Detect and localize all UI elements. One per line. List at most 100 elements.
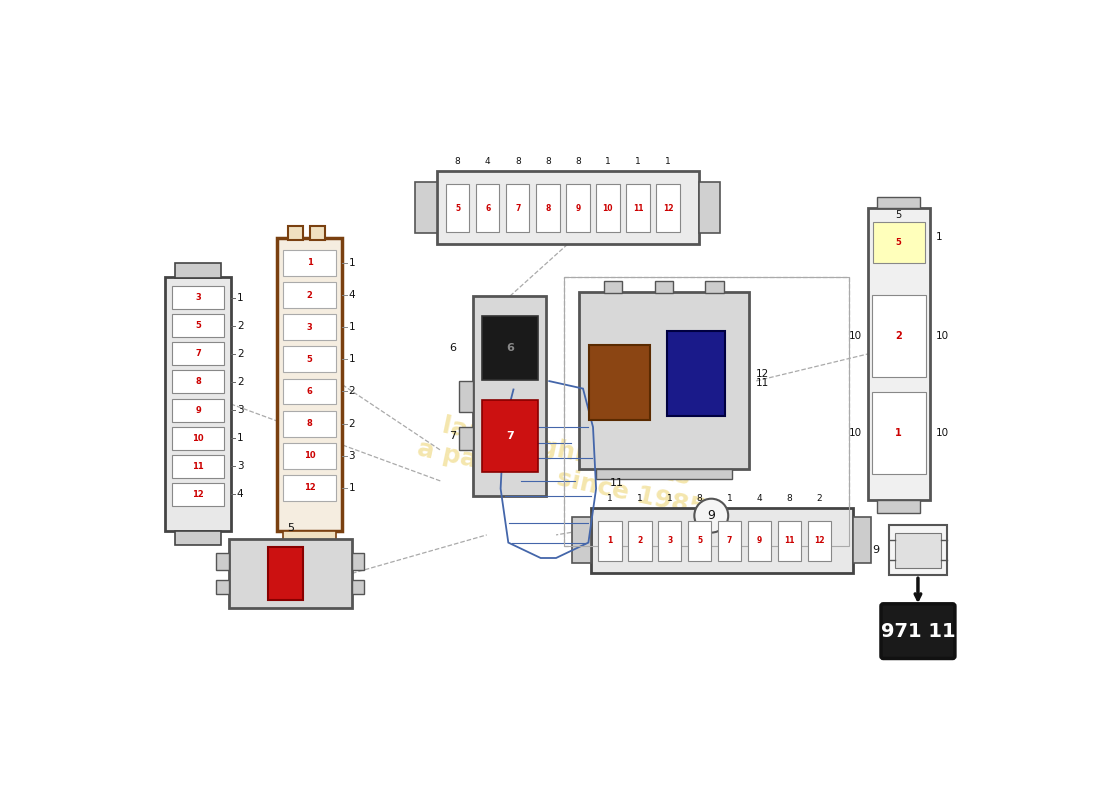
Text: 1: 1 xyxy=(635,158,641,166)
Text: 1: 1 xyxy=(307,258,312,267)
Bar xyxy=(437,171,698,244)
Text: 971 11: 971 11 xyxy=(881,622,955,641)
Bar xyxy=(310,226,326,240)
Text: 5: 5 xyxy=(287,523,294,533)
Bar xyxy=(173,342,223,366)
Bar xyxy=(284,314,336,340)
Bar xyxy=(748,521,771,562)
Text: 4: 4 xyxy=(485,158,491,166)
Text: 1: 1 xyxy=(895,428,902,438)
Bar xyxy=(598,521,622,562)
Text: 3: 3 xyxy=(349,451,355,461)
Bar xyxy=(173,398,223,422)
Bar xyxy=(284,282,336,308)
Text: 7: 7 xyxy=(449,431,456,442)
Text: 10: 10 xyxy=(848,428,861,438)
Text: 12: 12 xyxy=(304,483,316,493)
Bar xyxy=(460,381,473,412)
Text: 1: 1 xyxy=(607,537,613,546)
Text: 6: 6 xyxy=(307,387,312,396)
Bar xyxy=(604,281,623,293)
Text: 5: 5 xyxy=(195,322,201,330)
Text: 8: 8 xyxy=(544,158,551,166)
Text: 6: 6 xyxy=(485,203,491,213)
Text: 3: 3 xyxy=(236,461,243,471)
Bar xyxy=(277,238,342,531)
Bar xyxy=(596,470,732,478)
Bar xyxy=(718,521,741,562)
Text: 11: 11 xyxy=(609,478,624,488)
Text: 12: 12 xyxy=(814,537,824,546)
Text: 5: 5 xyxy=(895,210,902,219)
Text: 10: 10 xyxy=(192,434,204,442)
Text: 5: 5 xyxy=(455,203,460,213)
Bar xyxy=(852,518,871,563)
Circle shape xyxy=(694,498,728,533)
Bar xyxy=(654,281,673,293)
Bar xyxy=(536,184,560,232)
Bar xyxy=(217,553,229,570)
Text: 12: 12 xyxy=(663,203,673,213)
Text: 2: 2 xyxy=(236,321,243,330)
Text: 8: 8 xyxy=(195,378,201,386)
Bar xyxy=(284,475,336,501)
Text: 3: 3 xyxy=(307,322,312,332)
Bar xyxy=(871,295,926,378)
Bar xyxy=(217,580,229,594)
Text: 11: 11 xyxy=(784,537,794,546)
Bar xyxy=(173,370,223,394)
Text: 6: 6 xyxy=(506,343,514,354)
Text: 10: 10 xyxy=(848,331,861,342)
Text: 4: 4 xyxy=(236,490,243,499)
Bar xyxy=(284,378,336,404)
Bar xyxy=(229,538,352,608)
Text: 10: 10 xyxy=(936,428,949,438)
Bar xyxy=(173,454,223,478)
Bar xyxy=(175,263,221,278)
Text: 1: 1 xyxy=(605,158,610,166)
Bar xyxy=(877,197,921,209)
Bar xyxy=(895,533,942,568)
Bar xyxy=(698,182,720,234)
Bar xyxy=(284,443,336,469)
Text: 8: 8 xyxy=(696,494,703,503)
Text: 1: 1 xyxy=(349,258,355,268)
Bar xyxy=(473,296,547,496)
Bar xyxy=(173,426,223,450)
Text: 8: 8 xyxy=(454,158,461,166)
Text: lamborghini parts
a passion since 1985: lamborghini parts a passion since 1985 xyxy=(415,410,713,522)
Bar xyxy=(668,331,725,416)
Text: 3: 3 xyxy=(668,537,672,546)
Text: 8: 8 xyxy=(575,158,581,166)
Text: 2: 2 xyxy=(895,331,902,342)
Bar xyxy=(572,518,591,563)
Text: 9: 9 xyxy=(757,537,762,546)
Text: 12: 12 xyxy=(757,369,770,379)
Bar xyxy=(352,580,364,594)
Text: 1: 1 xyxy=(667,494,673,503)
Text: 1: 1 xyxy=(236,433,243,443)
Text: 1: 1 xyxy=(637,494,642,503)
Bar xyxy=(173,286,223,310)
Bar xyxy=(173,482,223,506)
Bar xyxy=(175,531,221,545)
Bar xyxy=(352,553,364,570)
Bar xyxy=(807,521,830,562)
Bar xyxy=(563,277,849,546)
Bar xyxy=(284,250,336,276)
Bar xyxy=(268,547,302,600)
Text: 2: 2 xyxy=(236,349,243,359)
Text: 9: 9 xyxy=(872,546,880,555)
Text: 5: 5 xyxy=(697,537,702,546)
Bar xyxy=(173,314,223,338)
Text: 7: 7 xyxy=(195,350,201,358)
Bar xyxy=(482,400,538,472)
Bar xyxy=(566,184,590,232)
Bar xyxy=(476,184,499,232)
Text: 1: 1 xyxy=(936,232,943,242)
Text: 2: 2 xyxy=(349,386,355,397)
Text: 1: 1 xyxy=(349,322,355,332)
Bar xyxy=(284,531,336,542)
Bar xyxy=(287,226,303,240)
Bar xyxy=(284,410,336,437)
